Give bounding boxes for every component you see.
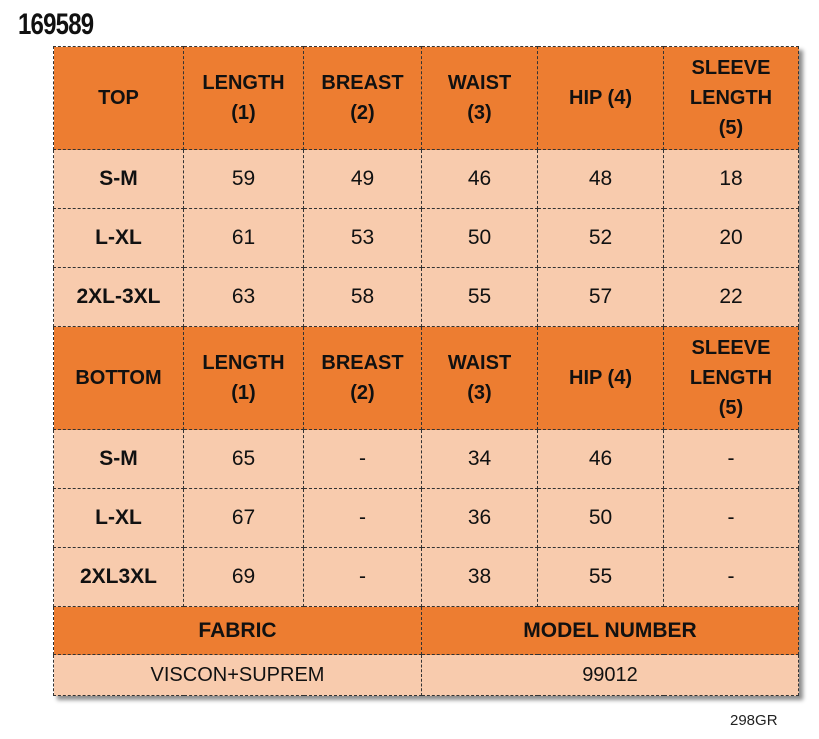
data-cell: 49: [303, 149, 422, 209]
data-cell: 34: [421, 429, 538, 489]
footer-value: 99012: [421, 654, 799, 696]
data-cell: S-M: [53, 149, 184, 209]
data-cell: 61: [183, 208, 304, 268]
data-cell: 36: [421, 488, 538, 548]
data-row: 2XL3XL 69-38 55-: [53, 547, 799, 607]
header-cell: TOP: [53, 46, 184, 150]
footer-header: FABRIC: [53, 606, 422, 655]
footer-header-row: FABRIC MODEL NUMBER: [53, 606, 799, 655]
header-cell: HIP (4): [537, 326, 664, 430]
size-table: TOP LENGTH (1) BREAST (2) WAIST (3) HIP (4) S…: [53, 46, 799, 696]
data-row: S-M 59 49 46 48 18: [53, 149, 799, 209]
data-cell: 69: [183, 547, 304, 607]
header-cell: SLEEVE LENGTH (5): [663, 326, 799, 430]
data-cell: 48: [537, 149, 664, 209]
data-cell: 2XL-3XL: [53, 267, 184, 327]
data-cell: -: [663, 488, 799, 548]
header-cell: BREAST (2): [303, 46, 422, 150]
footer-value-row: VISCON+SUPREM 99012: [53, 654, 799, 696]
header-row: TOP LENGTH (1) BREAST (2) WAIST (3) HIP (4) S…: [53, 46, 799, 150]
data-cell: 50: [537, 488, 664, 548]
data-cell: 59: [183, 149, 304, 209]
data-cell: -: [303, 547, 422, 607]
data-cell: 55: [421, 267, 538, 327]
footer-header: MODEL NUMBER: [421, 606, 799, 655]
data-row: 2XL-3XL 63 58 55 57 22: [53, 267, 799, 327]
data-cell: 55: [537, 547, 664, 607]
header-cell: SLEEVE LENGTH (5): [663, 46, 799, 150]
header-row: BOTTOM LENGTH (1) BREAST (2) WAIST (3) HIP (…: [53, 326, 799, 430]
data-cell: 57: [537, 267, 664, 327]
data-cell: 63: [183, 267, 304, 327]
code: 298GR: [730, 712, 778, 729]
data-cell: 20: [663, 208, 799, 268]
header-cell: BOTTOM: [53, 326, 184, 430]
data-cell: 50: [421, 208, 538, 268]
data-cell: 22: [663, 267, 799, 327]
data-row: L-XL 67-36 50-: [53, 488, 799, 548]
data-cell: 53: [303, 208, 422, 268]
data-cell: 65: [183, 429, 304, 489]
data-cell: 52: [537, 208, 664, 268]
data-cell: 18: [663, 149, 799, 209]
title: 169589: [18, 8, 94, 41]
data-cell: -: [663, 429, 799, 489]
header-cell: LENGTH (1): [183, 46, 304, 150]
data-row: L-XL 61 53 50 52 20: [53, 208, 799, 268]
data-cell: -: [303, 429, 422, 489]
data-cell: L-XL: [53, 208, 184, 268]
data-cell: 46: [537, 429, 664, 489]
data-cell: 67: [183, 488, 304, 548]
data-cell: 2XL3XL: [53, 547, 184, 607]
header-cell: LENGTH (1): [183, 326, 304, 430]
data-cell: -: [663, 547, 799, 607]
data-cell: 58: [303, 267, 422, 327]
data-cell: L-XL: [53, 488, 184, 548]
data-cell: -: [303, 488, 422, 548]
header-cell: WAIST (3): [421, 46, 538, 150]
data-row: S-M 65-34 46-: [53, 429, 799, 489]
header-cell: HIP (4): [537, 46, 664, 150]
footer-value: VISCON+SUPREM: [53, 654, 422, 696]
header-cell: BREAST (2): [303, 326, 422, 430]
data-cell: S-M: [53, 429, 184, 489]
data-cell: 46: [421, 149, 538, 209]
header-cell: WAIST (3): [421, 326, 538, 430]
data-cell: 38: [421, 547, 538, 607]
